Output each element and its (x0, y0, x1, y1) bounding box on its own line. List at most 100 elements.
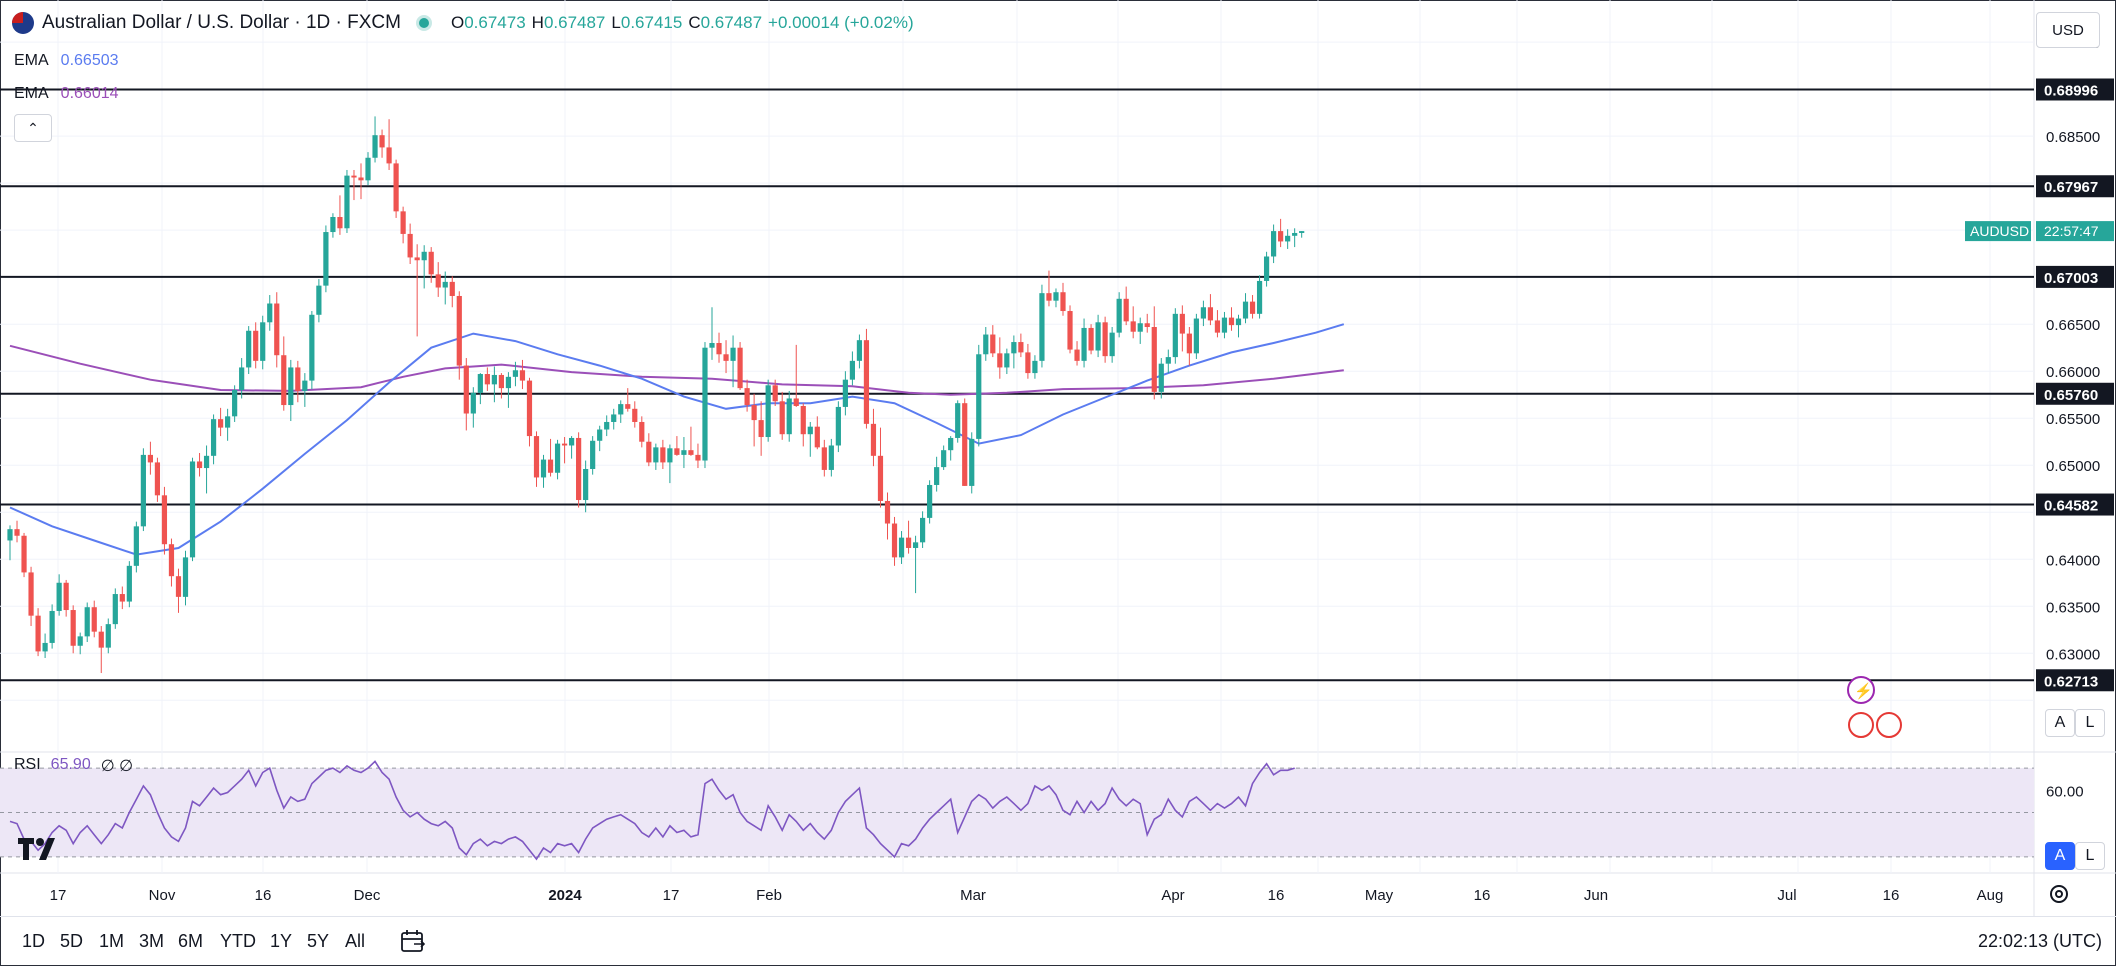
candle-body (561, 443, 568, 446)
candle-body (1018, 342, 1024, 353)
candle-body (1186, 333, 1192, 354)
candle-body (35, 615, 41, 652)
candle-body (379, 135, 385, 148)
candle-body (941, 450, 947, 468)
candle-body (1088, 327, 1094, 351)
candle-body (870, 423, 877, 456)
rsi-log-scale-button[interactable]: L (2075, 842, 2105, 870)
candle-body (154, 462, 161, 496)
candle-body (126, 565, 132, 602)
utc-clock[interactable]: 22:02:13 (UTC) (1977, 931, 2102, 951)
candle-body (302, 380, 308, 391)
chart-canvas[interactable]: 0.695000.685000.665000.660000.655000.650… (0, 0, 2116, 916)
range-5y-button[interactable]: 5Y (307, 931, 330, 951)
candle-body (1039, 293, 1045, 361)
candle-body (1242, 301, 1249, 319)
candle-body (505, 376, 512, 389)
candle-body (442, 281, 448, 288)
candle-body (260, 322, 266, 361)
ema-slow-legend[interactable]: EMA 0.66014 (14, 85, 119, 103)
candle-body (751, 405, 757, 421)
ema-fast-line (9, 323, 1345, 556)
level-price-tag (2036, 493, 2114, 516)
candle-body (583, 468, 589, 501)
candle-body (70, 610, 76, 646)
candle-body (569, 437, 575, 446)
range-3m-button[interactable]: 3M (139, 931, 165, 951)
time-axis-label: 17 (50, 887, 67, 904)
rsi-legend[interactable]: RSI 65.90 ∅ ∅ (14, 756, 133, 776)
candle-body (253, 330, 259, 361)
rsi-line (9, 760, 1295, 861)
candle-body (400, 211, 406, 234)
candle-body (519, 370, 526, 381)
time-axis-label: 16 (1268, 887, 1285, 904)
candle-body (1292, 232, 1298, 236)
range-all-button[interactable]: All (345, 931, 366, 951)
tradingview-logo (18, 834, 62, 868)
candle-body (793, 398, 799, 406)
currency-button[interactable]: USD (2036, 12, 2100, 48)
candle-body (912, 542, 919, 548)
range-1d-button[interactable]: 1D (22, 931, 46, 951)
time-axis-label: 16 (1883, 887, 1900, 904)
rsi-label: RSI (14, 756, 41, 773)
time-axis-label: May (1365, 887, 1394, 904)
us-event-flag-icon (1876, 712, 1902, 738)
candle-body (800, 405, 806, 435)
range-1y-button[interactable]: 1Y (270, 931, 293, 951)
candle-body (1053, 292, 1059, 301)
range-ytd-button[interactable]: YTD (220, 931, 256, 951)
range-5d-button[interactable]: 5D (60, 931, 84, 951)
countdown-label: 22:57:47 (2044, 223, 2099, 239)
price-tick-label: 0.66500 (2046, 317, 2100, 334)
candle-body (1179, 313, 1185, 334)
candle-body (681, 450, 687, 455)
log-scale-button[interactable]: L (2075, 709, 2105, 737)
candle-body (1256, 280, 1263, 314)
candle-body (1130, 321, 1136, 332)
rsi-auto-scale-button[interactable]: A (2045, 842, 2075, 870)
price-tick-label: 0.63500 (2046, 599, 2100, 616)
candle-body (14, 529, 20, 536)
candle-body (281, 355, 287, 406)
candle-body (540, 459, 547, 478)
candle-body (246, 330, 252, 368)
candle-body (1123, 298, 1129, 322)
candle-body (232, 390, 238, 417)
price-tick-label: 0.65500 (2046, 411, 2100, 428)
candle-body (653, 447, 659, 463)
candle-body (1074, 349, 1080, 361)
candle-body (1025, 352, 1031, 374)
candle-body (1067, 311, 1073, 350)
ema-slow-label: EMA (14, 85, 49, 102)
range-6m-button[interactable]: 6M (178, 931, 204, 951)
candle-body (274, 303, 280, 356)
candle-body (1102, 322, 1108, 357)
candle-body (1221, 317, 1228, 333)
candle-body (758, 420, 764, 438)
candle-body (1046, 293, 1052, 301)
level-price-label: 0.68996 (2044, 82, 2098, 99)
auto-scale-button[interactable]: A (2045, 709, 2075, 737)
countdown-box (2036, 221, 2114, 242)
collapse-legend-button[interactable]: ⌃ (14, 114, 52, 142)
range-1m-button[interactable]: 1M (99, 931, 125, 951)
candle-body (526, 380, 533, 437)
time-axis-label: 16 (255, 887, 272, 904)
candle-body (1095, 322, 1101, 351)
ema-fast-legend[interactable]: EMA 0.66503 (14, 52, 119, 70)
time-axis-label: Jun (1584, 887, 1608, 904)
candle-body (1060, 292, 1066, 312)
candle-body (393, 163, 399, 212)
change-value: +0.00014 (+0.02%) (768, 13, 914, 32)
candle-body (147, 454, 153, 463)
candle-body (948, 437, 954, 451)
candle-body (196, 461, 203, 469)
settings-icon[interactable] (2046, 881, 2072, 907)
calendar-range-icon[interactable] (400, 929, 426, 953)
candle-body (674, 448, 680, 455)
candle-body (1116, 298, 1122, 333)
symbol-tag-box (1965, 221, 2031, 242)
candle-body (203, 455, 210, 469)
